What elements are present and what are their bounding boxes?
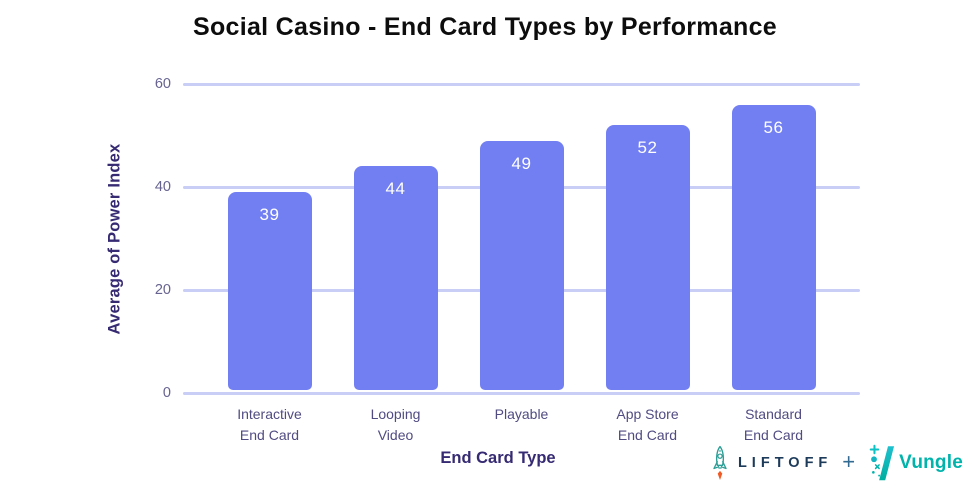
- rocket-icon: [713, 445, 727, 480]
- bar-value-label: 44: [385, 179, 406, 199]
- y-tick-label: 0: [162, 385, 171, 401]
- bar: 49: [479, 140, 564, 390]
- vungle-logo: Vungle: [867, 444, 963, 482]
- y-axis-title-container: Average of Power Index: [96, 84, 132, 393]
- vungle-wordmark: Vungle: [899, 452, 963, 473]
- bar-column: 49: [459, 84, 585, 393]
- vungle-mark-icon: [869, 444, 895, 481]
- y-tick-label: 60: [154, 76, 171, 92]
- liftoff-logo: LIFTOFF: [709, 445, 832, 482]
- bar-column: 44: [333, 84, 459, 393]
- category-label-line: Interactive: [237, 406, 302, 422]
- liftoff-wordmark: LIFTOFF: [737, 455, 833, 471]
- bar: 44: [353, 166, 438, 390]
- bar-column: 52: [585, 84, 711, 393]
- bar-value-label: 52: [637, 138, 658, 158]
- category-axis: Interactive End Card Looping Video Playable A…: [183, 404, 860, 446]
- category-label: App Store End Card: [585, 404, 711, 446]
- bars-row: 39 44 49 52 56: [183, 84, 860, 393]
- bar-column: 39: [207, 84, 333, 393]
- category-label-line: Looping: [370, 406, 421, 422]
- bar: 56: [731, 104, 816, 390]
- bar-value-label: 39: [259, 205, 280, 225]
- plus-separator: +: [842, 449, 856, 474]
- bar-value-label: 56: [763, 117, 784, 137]
- category-label: Playable: [459, 404, 585, 446]
- y-tick-label: 20: [154, 282, 171, 299]
- category-label-line: End Card: [617, 427, 678, 443]
- y-tick-label: 40: [154, 179, 171, 196]
- rocket-flame: [717, 470, 723, 480]
- y-axis-label: Average of Power Index: [105, 143, 123, 334]
- category-label-line: Standard: [745, 406, 802, 422]
- bar: 52: [605, 125, 690, 390]
- bar-value-label: 49: [511, 153, 532, 173]
- brand-footer: LIFTOFF + Vungle: [709, 443, 963, 483]
- category-label-line: End Card: [743, 427, 804, 443]
- category-label-line: End Card: [239, 427, 300, 443]
- category-label: Interactive End Card: [207, 404, 333, 446]
- plot-area: 39 44 49 52 56 0 20 40 60: [155, 76, 860, 401]
- category-label-line: App Store: [616, 406, 679, 422]
- category-label-line: Playable: [494, 406, 549, 422]
- category-label: Standard End Card: [711, 404, 837, 446]
- gridline: [183, 391, 860, 395]
- category-label-line: Video: [377, 427, 414, 443]
- gridline: [183, 82, 860, 86]
- bar: 39: [227, 192, 312, 390]
- chart-title: Social Casino - End Card Types by Perfor…: [192, 13, 778, 41]
- category-label: Looping Video: [333, 404, 459, 446]
- bar-column: 56: [711, 84, 837, 393]
- x-axis-label: End Card Type: [440, 449, 556, 467]
